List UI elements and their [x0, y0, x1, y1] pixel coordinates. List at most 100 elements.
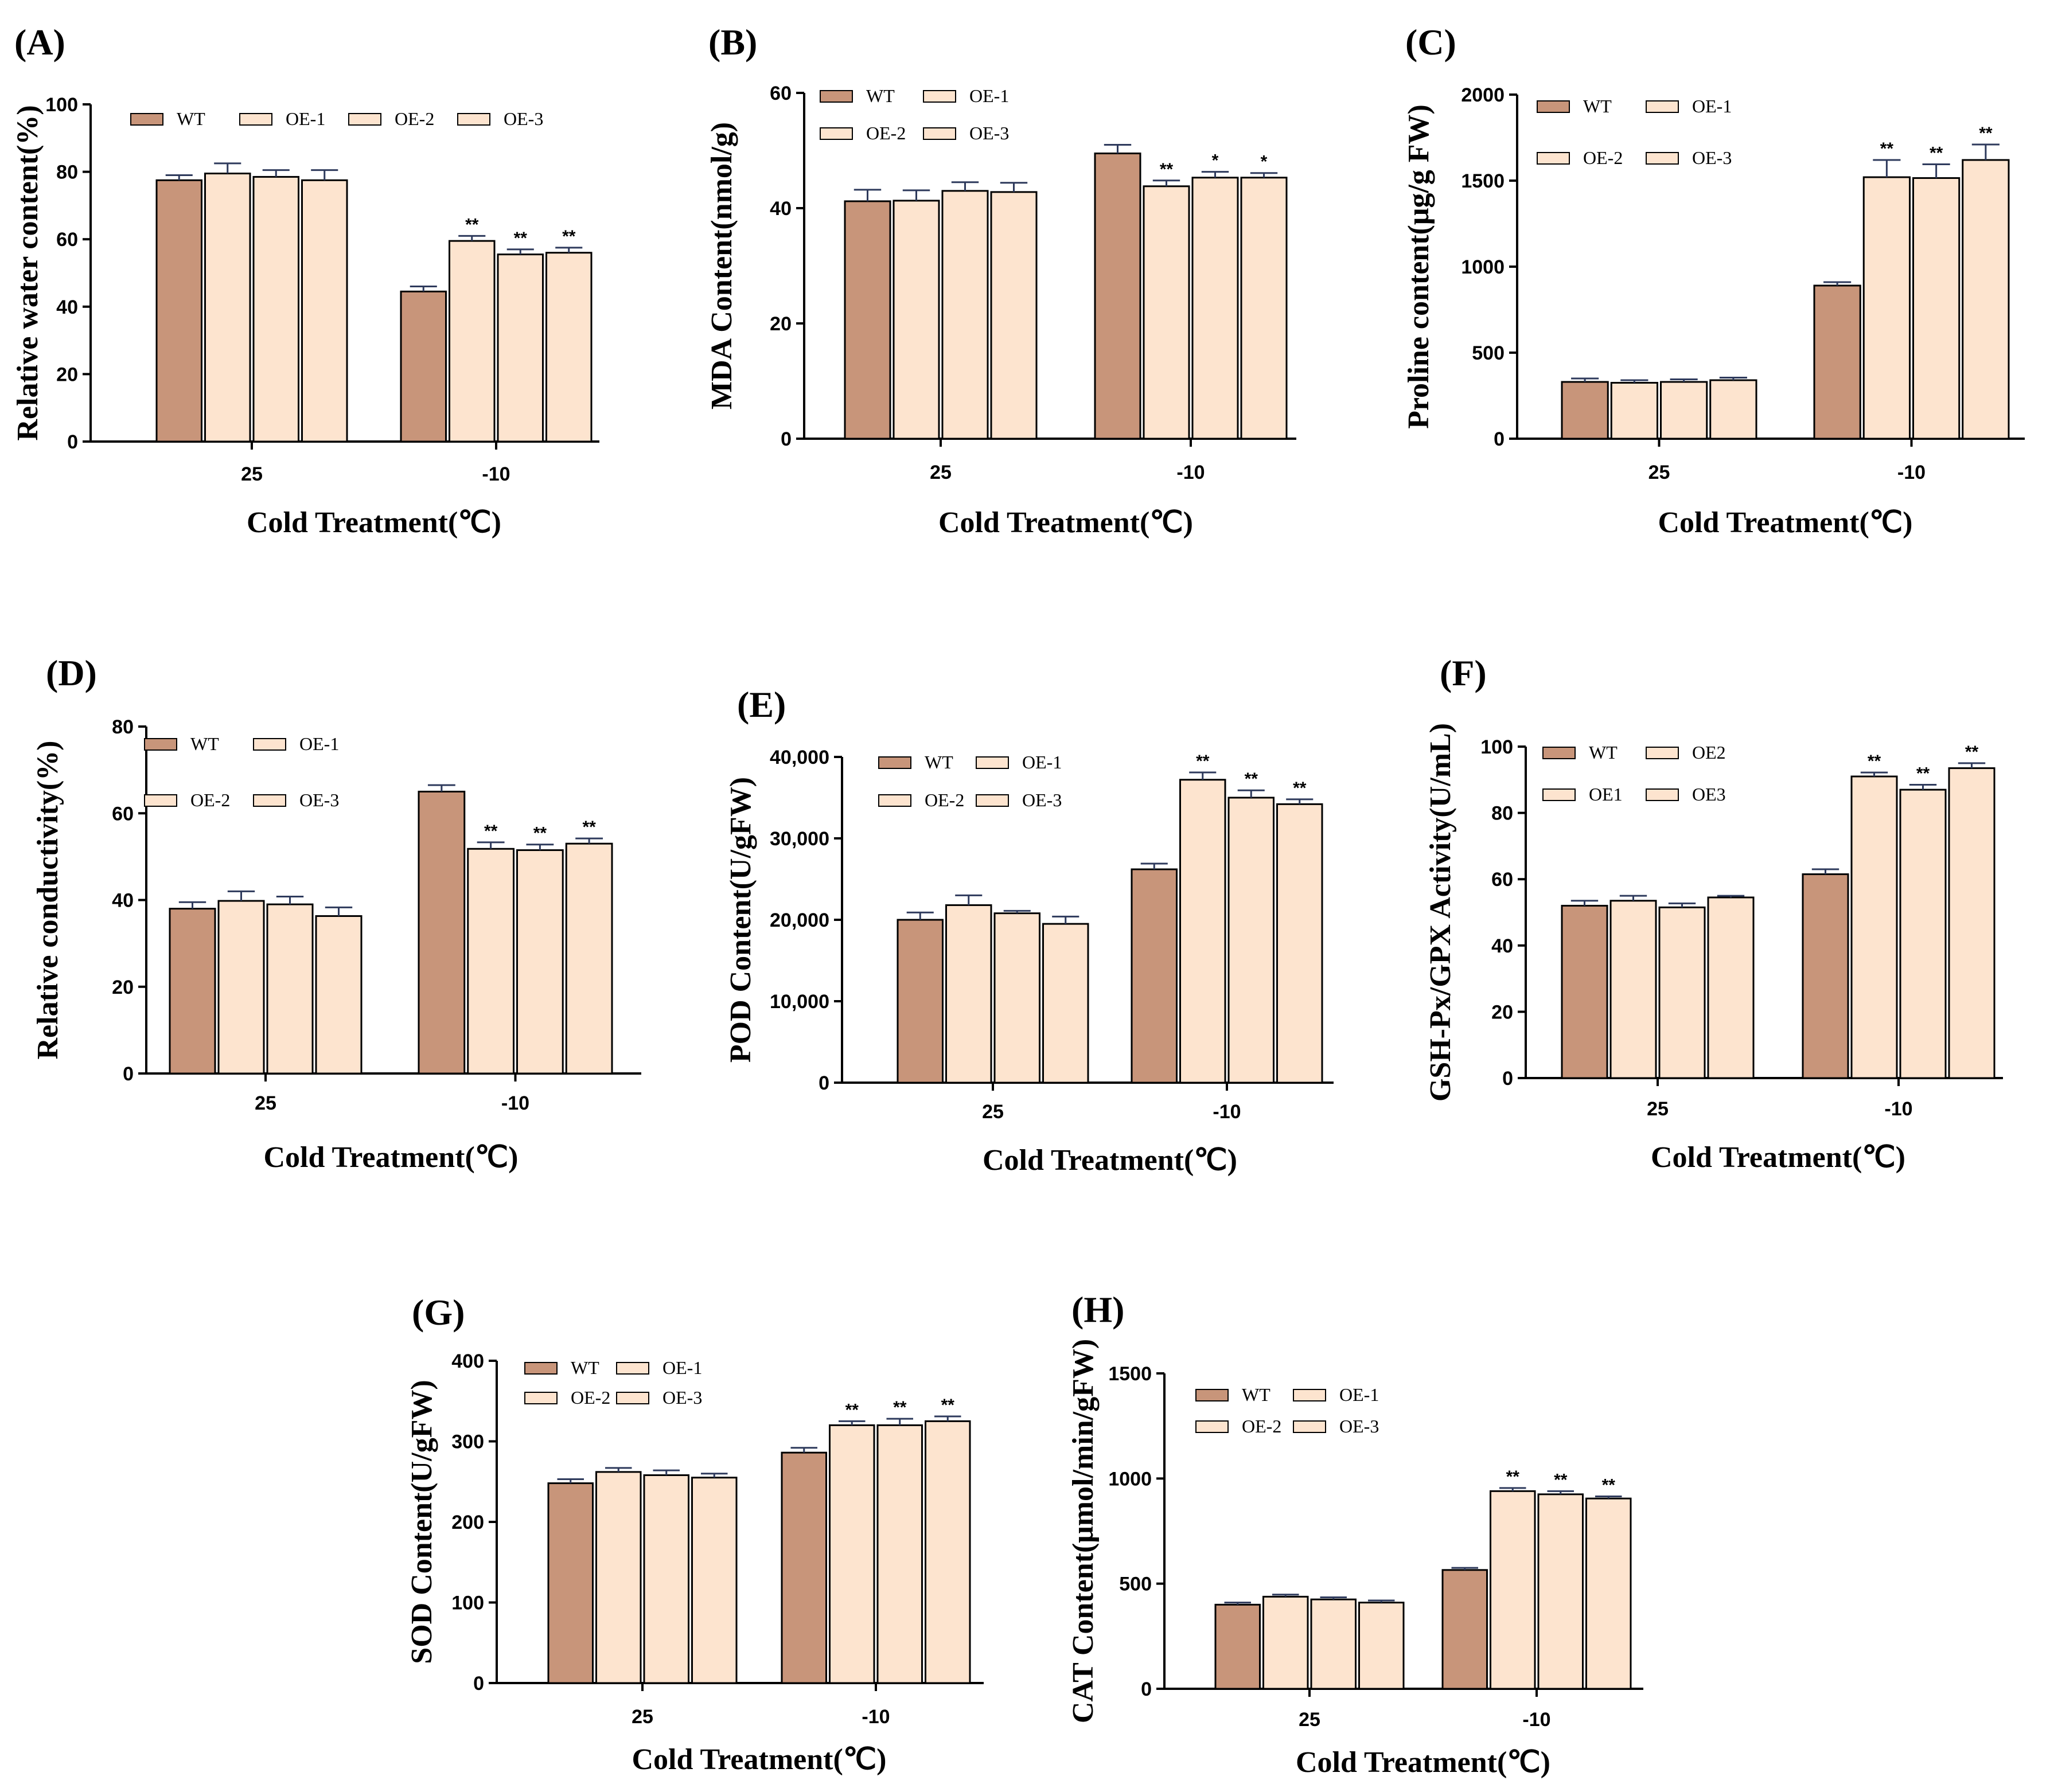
y-tick-label: 400 — [451, 1350, 484, 1372]
legend-label-oe-2: OE-2 — [190, 790, 230, 810]
legend-label-oe-1: OE-1 — [1022, 752, 1062, 772]
legend-swatch-oe-3 — [616, 1392, 649, 1404]
bar-oe-3-25 — [1709, 379, 1757, 440]
y-tick-label: 0 — [819, 1072, 829, 1094]
legend-swatch-oe-1 — [253, 738, 286, 751]
legend-swatch-oe-2 — [524, 1392, 558, 1404]
bar-oe3-25 — [1707, 896, 1755, 1079]
significance-marker: * — [1261, 153, 1268, 171]
panel-label: (E) — [737, 684, 786, 725]
x-tick-label: -10 — [501, 1092, 529, 1114]
y-tick-label: 60 — [1491, 869, 1513, 891]
significance-marker: * — [1212, 151, 1219, 170]
legend-swatch-oe-3 — [923, 127, 956, 140]
bar-oe-1-minus10 — [1179, 779, 1226, 1084]
legend-label-oe-2: OE-2 — [395, 108, 434, 129]
legend-label-oe-3: OE-3 — [299, 790, 339, 810]
significance-marker: ** — [1554, 1470, 1568, 1489]
legend-label-wt: WT — [177, 108, 205, 129]
significance-marker: ** — [1160, 160, 1174, 179]
bar-oe-1-25 — [217, 900, 265, 1075]
legend-swatch-oe-1 — [923, 90, 956, 103]
y-tick-label: 300 — [451, 1431, 484, 1453]
bar-oe-2-minus10 — [516, 849, 564, 1075]
legend-label-oe-2: OE-2 — [1242, 1416, 1281, 1436]
y-tick-label: 0 — [1141, 1678, 1152, 1700]
panel-label: (B) — [708, 22, 757, 63]
bar-oe-1-25 — [1610, 382, 1658, 440]
bar-wt-minus10 — [1094, 153, 1141, 440]
bar-wt-minus10 — [1802, 873, 1849, 1079]
x-tick-label: 25 — [982, 1101, 1004, 1123]
legend-label-oe-3: OE-3 — [662, 1387, 702, 1408]
bar-oe-2-minus10 — [497, 253, 544, 443]
y-axis-title: CAT Content(μmol/min/gFW) — [1067, 1339, 1100, 1723]
legend-label-oe-1: OE-1 — [1339, 1384, 1379, 1405]
y-axis-title: SOD Content(U/gFW) — [406, 1380, 438, 1664]
y-tick-label: 500 — [1472, 342, 1505, 364]
y-tick-label: 40 — [56, 296, 78, 318]
legend-swatch-oe-1 — [1293, 1389, 1326, 1401]
x-tick-label: -10 — [1213, 1101, 1241, 1123]
bar-wt-minus10 — [1813, 284, 1861, 440]
bar-wt-25 — [897, 919, 944, 1084]
x-axis-title: Cold Treatment(℃) — [1651, 1141, 1905, 1174]
chart-panel-e: (E) 0 10,000 20,000 30,000 40,000 25 -10 ** ** ** W… — [724, 684, 1334, 1177]
bar-oe-1-25 — [945, 904, 992, 1084]
bar-oe1-25 — [1658, 906, 1706, 1079]
y-axis-title: POD Content(U/gFW) — [724, 777, 757, 1063]
legend-label-oe-3: OE-3 — [1022, 790, 1062, 810]
significance-marker: ** — [1245, 770, 1258, 788]
legend-swatch-oe-3 — [1646, 152, 1679, 165]
significance-marker: ** — [893, 1398, 907, 1417]
y-tick-label: 500 — [1119, 1574, 1152, 1595]
x-tick-label: -10 — [1884, 1098, 1912, 1120]
chart-panel-c: (C) 0 500 1000 1500 2000 25 -10 ** ** ** WT OE-1 OE-2… — [1402, 22, 2025, 539]
legend-swatch-oe1 — [1542, 788, 1576, 801]
x-tick-label: -10 — [482, 463, 510, 485]
legend-swatch-wt — [524, 1362, 558, 1375]
bar-oe-3-minus10 — [1276, 803, 1323, 1084]
legend-swatch-wt — [1195, 1389, 1229, 1401]
legend-swatch-wt — [820, 90, 853, 103]
legend-label-oe-3: OE-3 — [969, 123, 1009, 143]
bar-oe-3-minus10 — [1240, 177, 1288, 440]
bar-oe3-minus10 — [1948, 767, 1996, 1079]
bar-oe2-25 — [1609, 900, 1657, 1079]
legend-swatch-oe-2 — [144, 794, 177, 807]
y-tick-label: 0 — [67, 431, 78, 453]
panel-label: (G) — [412, 1292, 465, 1333]
bar-oe-3-25 — [315, 915, 363, 1075]
bar-oe-1-minus10 — [1490, 1490, 1536, 1690]
significance-marker: ** — [1880, 139, 1894, 158]
panel-label: (A) — [14, 22, 65, 63]
legend-label-wt: WT — [571, 1357, 599, 1378]
panel-label: (H) — [1071, 1289, 1124, 1330]
bar-oe-3-25 — [691, 1477, 738, 1684]
y-axis-title: Relative water content(%) — [11, 105, 44, 440]
significance-marker: ** — [1868, 752, 1881, 771]
significance-marker: ** — [845, 1400, 859, 1419]
bar-oe2-minus10 — [1850, 775, 1898, 1079]
bar-oe-1-25 — [893, 200, 940, 440]
x-axis-title: Cold Treatment(℃) — [938, 506, 1193, 539]
significance-marker: ** — [1930, 144, 1943, 163]
y-axis-title: MDA Content(nmol/g) — [706, 122, 738, 409]
y-tick-label: 80 — [1491, 803, 1513, 825]
legend-label-oe-3: OE-3 — [504, 108, 543, 129]
legend-swatch-oe-1 — [616, 1362, 649, 1375]
bar-oe1-minus10 — [1899, 788, 1947, 1079]
bar-oe-2-minus10 — [1227, 797, 1275, 1084]
bar-oe-1-minus10 — [467, 848, 515, 1075]
y-tick-label: 0 — [1502, 1068, 1513, 1090]
significance-marker: ** — [582, 818, 596, 837]
legend-label-oe-2: OE-2 — [925, 790, 964, 810]
legend-label-wt: WT — [1242, 1384, 1270, 1405]
legend-swatch-oe-1 — [1646, 100, 1679, 113]
legend-label-oe-3: OE-3 — [1339, 1416, 1379, 1436]
x-axis-title: Cold Treatment(℃) — [983, 1144, 1237, 1177]
legend-swatch-wt — [1537, 100, 1570, 113]
y-tick-label: 40 — [770, 198, 792, 220]
y-tick-label: 100 — [45, 94, 78, 116]
x-tick-label: -10 — [1522, 1709, 1550, 1731]
